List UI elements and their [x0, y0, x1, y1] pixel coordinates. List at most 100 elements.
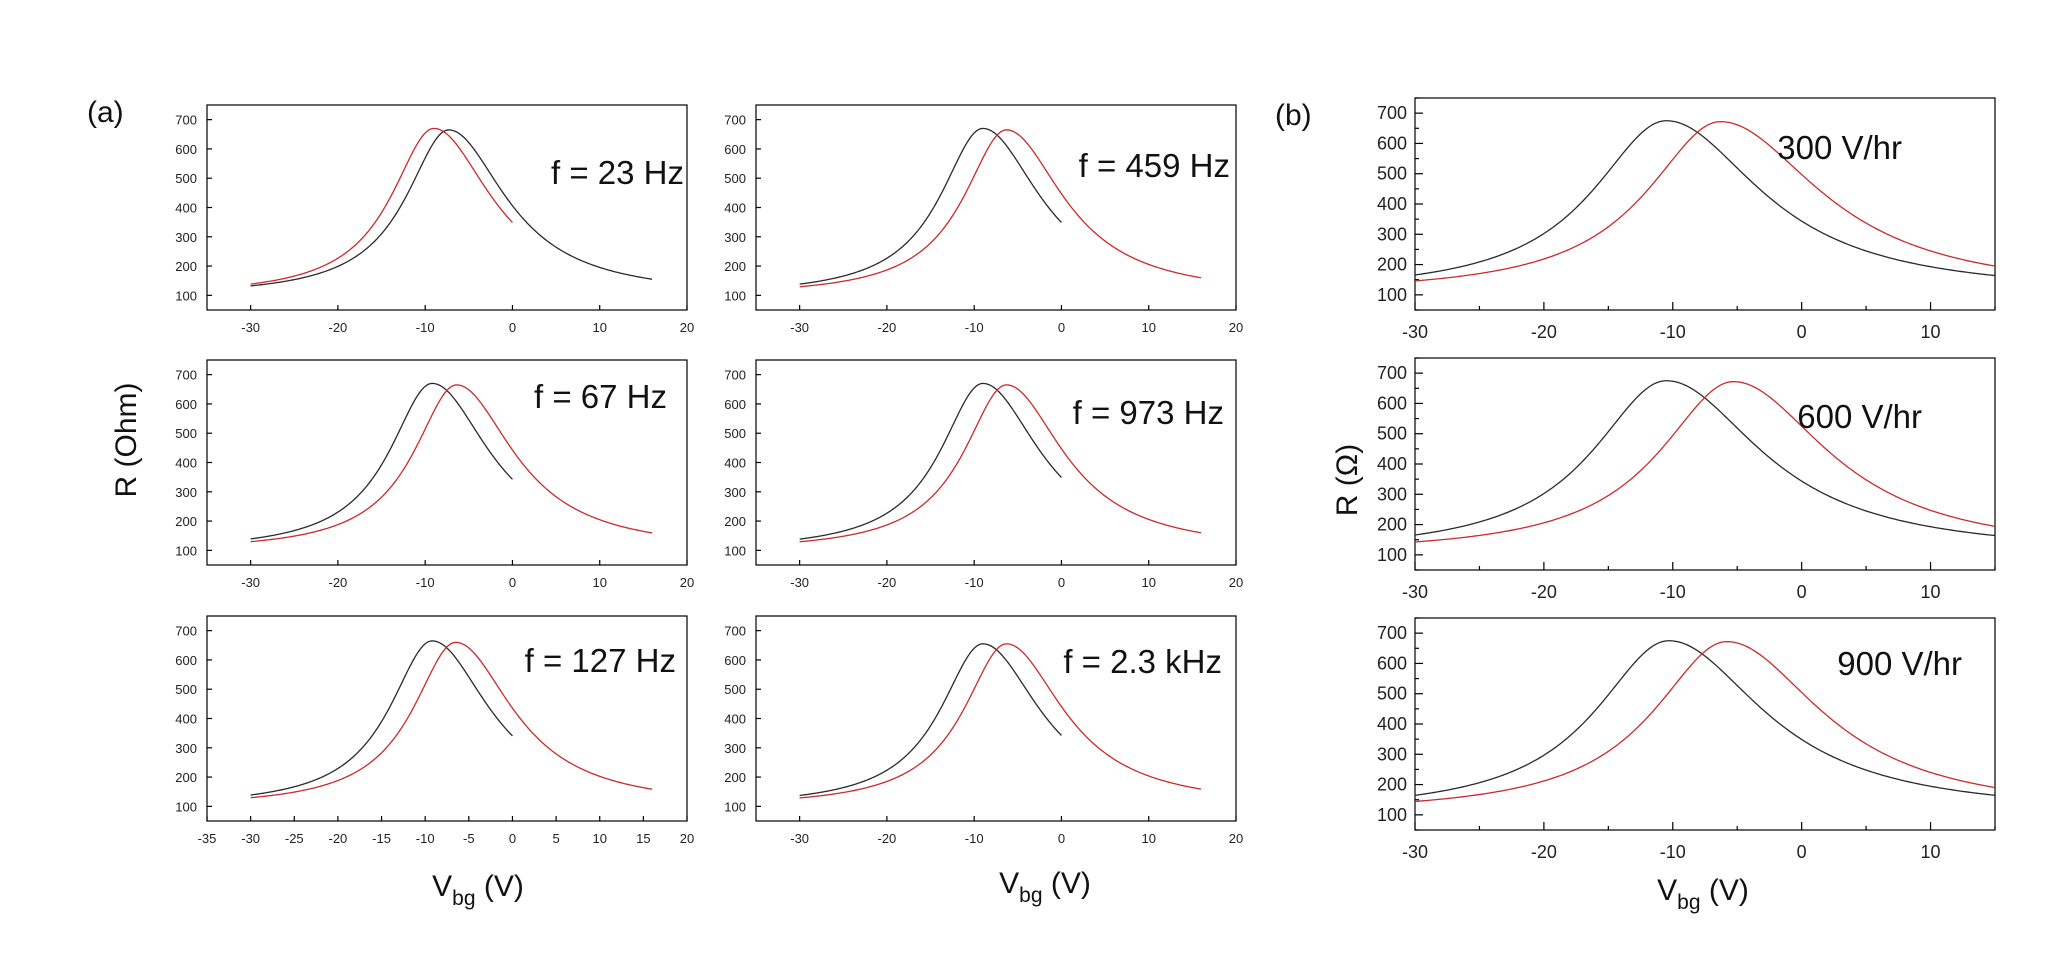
y-tick-label: 200: [724, 770, 746, 785]
y-tick-label: 300: [175, 230, 197, 245]
x-tick-label: 20: [680, 320, 694, 335]
x-tick-label: -30: [790, 831, 809, 846]
series-line: [799, 384, 1202, 543]
x-tick-label: -15: [372, 831, 391, 846]
x-tick-label: -30: [241, 575, 260, 590]
y-tick-label: 700: [724, 624, 746, 639]
x-tick-label: 10: [592, 831, 606, 846]
x-axis-label-unit: (V): [1043, 867, 1091, 900]
x-axis-label-b: Vbg (V): [1657, 874, 1749, 914]
chart-7: 100 200 300 400 500 600 700 -30 -20 -10 0 10 300 V/h…: [1377, 97, 1996, 342]
x-tick-label: -30: [790, 320, 809, 335]
y-tick-label: 400: [175, 456, 197, 471]
x-tick-label: 10: [1141, 831, 1155, 846]
x-tick-label: 10: [1141, 575, 1155, 590]
x-axis-label-sub: bg: [1677, 891, 1700, 914]
y-tick-label: 400: [724, 456, 746, 471]
x-axis-label-sub: bg: [452, 887, 475, 910]
x-tick-label: -30: [1402, 582, 1428, 602]
y-tick-label: 200: [724, 514, 746, 529]
y-tick-label: 100: [175, 799, 197, 814]
series-line: [799, 643, 1062, 797]
y-tick-label: 700: [1377, 363, 1407, 383]
x-tick-label: 0: [1797, 582, 1807, 602]
x-tick-label: -20: [1531, 322, 1557, 342]
series-line: [1414, 380, 1996, 543]
y-axis-label-b-end: ): [1331, 444, 1364, 454]
y-tick-label: 700: [175, 113, 197, 128]
x-tick-label: 10: [1141, 320, 1155, 335]
x-tick-label: -10: [1660, 322, 1686, 342]
x-tick-label: -30: [1402, 322, 1428, 342]
y-tick-label: 600: [1377, 393, 1407, 413]
chart-annotation: f = 973 Hz: [1073, 394, 1224, 431]
y-tick-label: 500: [724, 426, 746, 441]
series-line: [1414, 120, 1996, 282]
y-tick-label: 200: [175, 770, 197, 785]
x-axis-label-main: V: [999, 867, 1019, 900]
y-axis-label-b-omega: Ω: [1331, 454, 1364, 476]
y-tick-label: 700: [175, 368, 197, 383]
y-tick-label: 100: [724, 543, 746, 558]
y-tick-label: 400: [1377, 194, 1407, 214]
x-axis-label-sub: bg: [1019, 884, 1042, 907]
y-tick-label: 500: [1377, 684, 1407, 704]
x-tick-label: -25: [285, 831, 304, 846]
panel-label-b: (b): [1275, 99, 1312, 132]
y-tick-label: 400: [724, 712, 746, 727]
y-tick-label: 200: [175, 514, 197, 529]
x-tick-label: 0: [1058, 575, 1065, 590]
y-tick-label: 600: [175, 653, 197, 668]
x-tick-label: -10: [416, 320, 435, 335]
x-tick-label: -10: [1660, 582, 1686, 602]
y-tick-label: 700: [1377, 623, 1407, 643]
x-tick-label: 10: [592, 575, 606, 590]
x-tick-label: -30: [790, 575, 809, 590]
chart-annotation: f = 2.3 kHz: [1063, 643, 1222, 680]
y-tick-label: 200: [1377, 775, 1407, 795]
series-line: [250, 640, 513, 796]
y-tick-label: 300: [175, 741, 197, 756]
y-tick-label: 300: [724, 741, 746, 756]
y-tick-label: 100: [1377, 285, 1407, 305]
chart-9: 100 200 300 400 500 600 700 -30 -20 -10 0 10 900 V/h…: [1377, 617, 1996, 862]
y-tick-label: 500: [175, 682, 197, 697]
x-tick-label: 20: [680, 575, 694, 590]
y-tick-label: 700: [724, 113, 746, 128]
chart-annotation: 600 V/hr: [1797, 398, 1922, 435]
chart-8: 100 200 300 400 500 600 700 -30 -20 -10 0 10 600 V/h…: [1377, 357, 1996, 602]
y-axis-label-a: R (Ohm): [110, 383, 143, 498]
y-tick-label: 100: [1377, 545, 1407, 565]
y-tick-label: 600: [175, 397, 197, 412]
x-tick-label: 10: [1921, 842, 1941, 862]
chart-annotation: f = 67 Hz: [534, 378, 667, 415]
x-tick-label: 0: [1058, 831, 1065, 846]
series-line: [799, 127, 1062, 285]
x-tick-label: 0: [509, 320, 516, 335]
y-tick-label: 700: [724, 368, 746, 383]
y-tick-label: 500: [724, 682, 746, 697]
y-tick-label: 100: [724, 799, 746, 814]
y-tick-label: 300: [724, 485, 746, 500]
series-line: [1414, 640, 1996, 803]
series-line: [799, 643, 1202, 799]
y-tick-label: 100: [1377, 805, 1407, 825]
series-line: [250, 641, 653, 799]
x-tick-label: -20: [1531, 842, 1557, 862]
x-tick-label: 0: [509, 831, 516, 846]
x-tick-label: -20: [329, 575, 348, 590]
x-tick-label: 20: [680, 831, 694, 846]
x-tick-label: 20: [1229, 575, 1243, 590]
y-axis-label-b-main: R (: [1331, 476, 1364, 516]
y-tick-label: 400: [724, 201, 746, 216]
y-tick-label: 500: [1377, 164, 1407, 184]
y-tick-label: 400: [175, 201, 197, 216]
chart-1: 100 200 300 400 500 600 700 -30 -20 -10 0 10 20 f = 2…: [175, 104, 694, 335]
x-tick-label: -35: [198, 831, 217, 846]
x-tick-label: -5: [463, 831, 475, 846]
x-axis-label-a-left: Vbg (V): [432, 870, 524, 910]
x-tick-label: -30: [241, 831, 260, 846]
y-tick-label: 300: [1377, 224, 1407, 244]
